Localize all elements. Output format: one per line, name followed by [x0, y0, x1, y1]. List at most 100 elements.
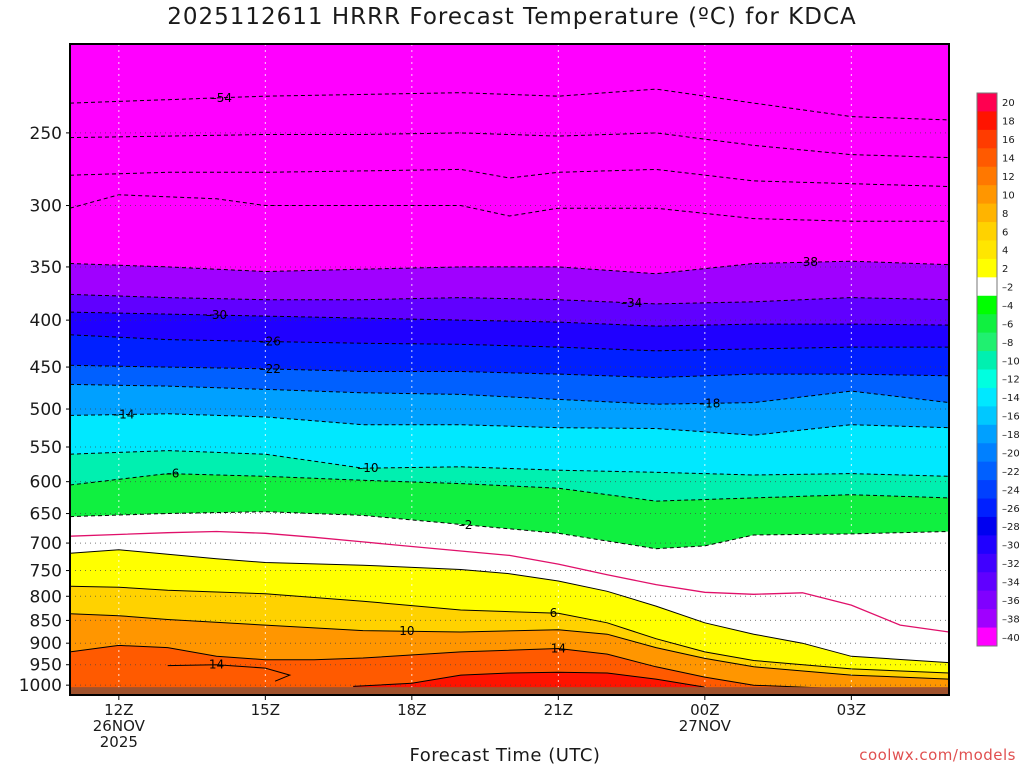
x-axis-title: Forecast Time (UTC) — [409, 745, 601, 766]
colorbar-swatch — [977, 443, 997, 463]
colorbar-label: –26 — [1002, 504, 1020, 515]
colorbar-label: –18 — [1002, 430, 1020, 441]
colorbar-label: 6 — [1002, 227, 1008, 238]
colorbar-swatch — [977, 129, 997, 149]
colorbar-swatch — [977, 627, 997, 647]
isotherm-line — [353, 671, 705, 688]
colorbar-swatch — [977, 516, 997, 536]
colorbar-label: –34 — [1002, 577, 1020, 588]
colorbar-label: –28 — [1002, 522, 1020, 533]
y-tick-label: 1000 — [19, 676, 62, 696]
y-tick-label: 300 — [30, 197, 62, 217]
colorbar-frame — [976, 92, 998, 647]
chart-title: 2025112611 HRRR Forecast Temperature (ºC… — [167, 4, 857, 30]
x-tick-label: 21Z — [544, 701, 573, 719]
colorbar-swatch — [977, 590, 997, 610]
x-tick-label: 12Z — [104, 701, 133, 719]
colorbar-label: –16 — [1002, 412, 1020, 423]
colorbar-swatch — [977, 185, 997, 205]
colorbar-label: –10 — [1002, 356, 1020, 367]
isotherm-line — [70, 473, 949, 502]
colorbar-swatch — [977, 406, 997, 426]
colorbar-label: –12 — [1002, 375, 1020, 386]
y-tick-label: 450 — [30, 358, 62, 378]
y-tick-label: 800 — [30, 587, 62, 607]
isotherm-label: –2 — [459, 518, 473, 532]
x-tick-label: 2025 — [100, 733, 138, 751]
y-tick-label: 700 — [30, 534, 62, 554]
isotherm-label: –26 — [260, 335, 281, 349]
colorbar-label: 10 — [1002, 190, 1015, 201]
colorbar-swatch — [977, 553, 997, 573]
y-tick-label: 350 — [30, 258, 62, 278]
ground-bar — [70, 687, 949, 695]
colorbar-swatch — [977, 535, 997, 555]
colorbar-label: –32 — [1002, 559, 1020, 570]
ground-strip — [70, 687, 949, 695]
colorbar-label: 18 — [1002, 117, 1015, 128]
y-tick-label: 550 — [30, 438, 62, 458]
colorbar-label: 12 — [1002, 172, 1015, 183]
isotherm-label: –30 — [206, 308, 227, 322]
y-axis: 250 300 350 400 450 500 550 600 650 700 750 800 850 9… — [19, 124, 70, 696]
x-tick-label: 00Z — [690, 701, 719, 719]
colorbar-label: 8 — [1002, 209, 1008, 220]
colorbar-label: –6 — [1002, 319, 1013, 330]
isotherm-line — [70, 168, 949, 187]
colorbar-swatch — [977, 424, 997, 444]
isotherm-label: –6 — [166, 467, 180, 481]
colorbar-swatch — [977, 93, 997, 112]
isotherm-label: –22 — [260, 362, 281, 376]
colorbar-label: 4 — [1002, 246, 1008, 257]
y-tick-label: 500 — [30, 400, 62, 420]
colorbar-swatch — [977, 203, 997, 223]
isotherm-line — [70, 613, 949, 680]
colorbar-swatch — [977, 351, 997, 370]
x-tick-label: 26NOV — [93, 717, 146, 735]
y-tick-label: 900 — [30, 634, 62, 654]
x-tick-label: 03Z — [837, 701, 866, 719]
colorbar-swatch — [977, 277, 997, 297]
colorbar-swatch — [977, 111, 997, 131]
y-tick-label: 400 — [30, 311, 62, 331]
colorbar-swatch — [977, 609, 997, 629]
colorbar-label: –8 — [1002, 338, 1013, 349]
isotherm-label: –34 — [621, 296, 642, 310]
colorbar-label: 20 — [1002, 98, 1015, 109]
colorbar-label: –22 — [1002, 467, 1020, 478]
isotherm-line — [70, 549, 949, 664]
colorbar-label: 16 — [1002, 135, 1015, 146]
colorbar-label: –36 — [1002, 596, 1020, 607]
isotherm-label: 14 — [551, 641, 566, 655]
colorbar-swatch — [977, 314, 997, 334]
colorbar-label: 14 — [1002, 154, 1015, 165]
colorbar-label: –38 — [1002, 614, 1020, 625]
x-tick-label: 15Z — [251, 701, 280, 719]
isotherm-label: 6 — [550, 606, 558, 620]
colorbar-label: –24 — [1002, 485, 1020, 496]
colorbar-label: –2 — [1002, 283, 1013, 294]
colorbar-label: –30 — [1002, 541, 1020, 552]
colorbar-label: –40 — [1002, 633, 1020, 644]
colorbar-swatch — [977, 387, 997, 407]
isotherm-label: –10 — [357, 461, 378, 475]
colorbar-swatch — [977, 240, 997, 260]
colorbar-label: 2 — [1002, 264, 1008, 275]
isotherm-label: –14 — [113, 407, 134, 421]
colorbar-swatch — [977, 332, 997, 352]
colorbar-swatch — [977, 498, 997, 518]
credit-text: coolwx.com/models — [859, 746, 1016, 764]
isotherm-label: –18 — [699, 396, 720, 410]
y-tick-label: 850 — [30, 611, 62, 631]
colorbar-swatch — [977, 572, 997, 592]
isotherm-line — [70, 530, 949, 633]
isotherm-label: –38 — [797, 255, 818, 269]
colorbar-swatch — [977, 295, 997, 315]
colorbar-swatch — [977, 258, 997, 278]
y-tick-label: 650 — [30, 505, 62, 525]
colorbar-swatch — [977, 148, 997, 168]
y-tick-label: 750 — [30, 562, 62, 582]
isotherm-line — [70, 644, 852, 690]
